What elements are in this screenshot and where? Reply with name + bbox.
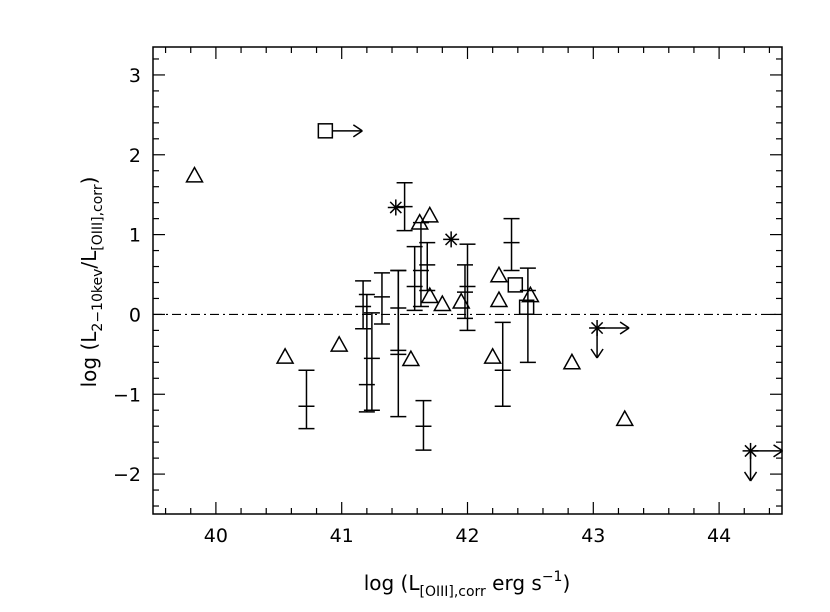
- error-bar: [298, 369, 315, 430]
- error-bar: [419, 241, 436, 292]
- triangle-point: [489, 265, 509, 283]
- x-tick-label: 40: [204, 525, 228, 547]
- x-tick-label: 42: [455, 525, 479, 547]
- error-bar: [355, 280, 372, 330]
- y-tick-label: −2: [113, 464, 141, 486]
- error-bar: [406, 245, 423, 312]
- asterisk-point: [742, 442, 783, 482]
- triangle-point: [420, 205, 440, 223]
- error-bar: [503, 217, 520, 272]
- error-bar: [396, 181, 413, 232]
- triangle-point: [562, 352, 582, 370]
- y-tick-label: 2: [129, 145, 141, 167]
- triangle-point: [451, 292, 471, 309]
- triangle-point: [420, 286, 440, 304]
- axis-tick-labels: 40 41 42 43 44 −2 −1 0 1 2 3: [113, 65, 731, 547]
- x-axis-label: log (L[OIII],corr erg s−1): [364, 569, 571, 600]
- triangle-point: [615, 409, 635, 427]
- x-tick-label: 41: [330, 525, 354, 547]
- error-bar: [415, 399, 432, 451]
- y-axis-label: log (L2−10kev/L[OIII],corr): [77, 177, 106, 388]
- error-bar: [373, 272, 390, 325]
- x-tick-label: 44: [707, 525, 731, 547]
- error-bar: [358, 293, 375, 413]
- triangle-point: [401, 349, 421, 367]
- triangle-point: [521, 285, 540, 303]
- axis-ticks: [153, 47, 782, 514]
- triangle-point: [185, 165, 204, 183]
- x-tick-label: 43: [581, 525, 605, 547]
- error-bars: [298, 181, 536, 451]
- error-bar: [494, 321, 511, 407]
- error-bar: [459, 243, 476, 332]
- square-point: [518, 299, 535, 315]
- y-tick-label: 1: [129, 225, 141, 247]
- asterisk-point: [443, 231, 460, 248]
- error-bar: [363, 312, 380, 411]
- y-tick-label: 3: [129, 65, 141, 87]
- asterisk-point: [589, 319, 630, 359]
- triangle-point: [329, 335, 349, 352]
- triangle-point: [433, 294, 452, 312]
- markers: [185, 123, 783, 482]
- y-tick-label: 0: [129, 304, 141, 326]
- triangle-point: [275, 347, 295, 364]
- square-point: [317, 123, 363, 139]
- error-bar: [390, 269, 407, 356]
- asterisk-point: [387, 199, 404, 216]
- triangle-point: [489, 290, 509, 308]
- triangle-point: [483, 347, 502, 364]
- square-point: [507, 277, 524, 293]
- error-bar: [456, 264, 473, 320]
- y-tick-label: −1: [113, 384, 141, 406]
